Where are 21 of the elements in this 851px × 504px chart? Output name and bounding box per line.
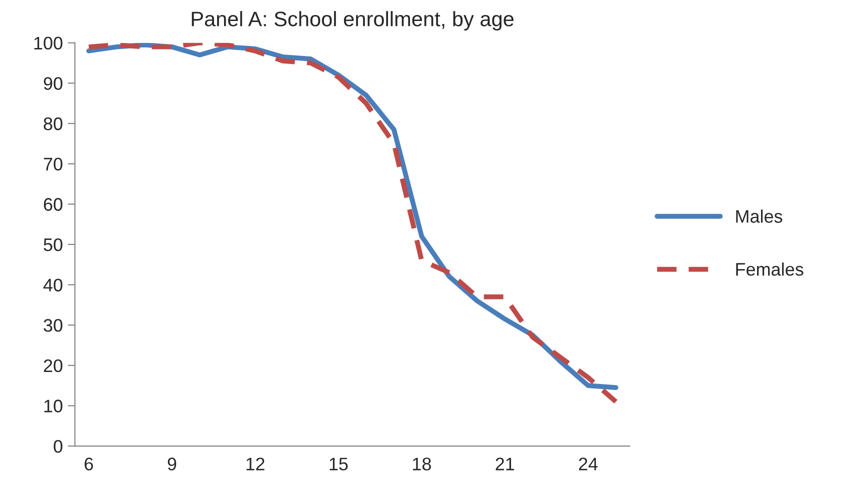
chart-title: Panel A: School enrollment, by age <box>192 11 514 30</box>
y-tick-label: 40 <box>43 278 62 292</box>
y-tick-label: 100 <box>34 36 62 50</box>
x-tick-label: 9 <box>168 458 176 470</box>
y-tick-label: 10 <box>44 400 62 412</box>
legend-label: Males <box>736 210 782 223</box>
y-tick-label: 50 <box>44 238 62 252</box>
x-tick-label: 21 <box>496 458 514 470</box>
y-tick-label: 80 <box>44 117 62 130</box>
x-tick-label: 15 <box>330 458 348 470</box>
x-tick-label: 6 <box>84 458 93 470</box>
y-tick-label: 90 <box>44 77 62 90</box>
y-tick-label: 30 <box>44 319 62 332</box>
x-tick-label: 18 <box>413 458 431 470</box>
x-tick-label: 24 <box>578 458 598 470</box>
y-tick-label: 70 <box>44 158 62 171</box>
x-tick-label: 12 <box>246 458 264 470</box>
y-tick-label: 0 <box>54 440 62 453</box>
y-tick-label: 20 <box>44 359 62 372</box>
legend-label: Females <box>736 262 804 276</box>
y-tick-label: 60 <box>44 198 62 211</box>
